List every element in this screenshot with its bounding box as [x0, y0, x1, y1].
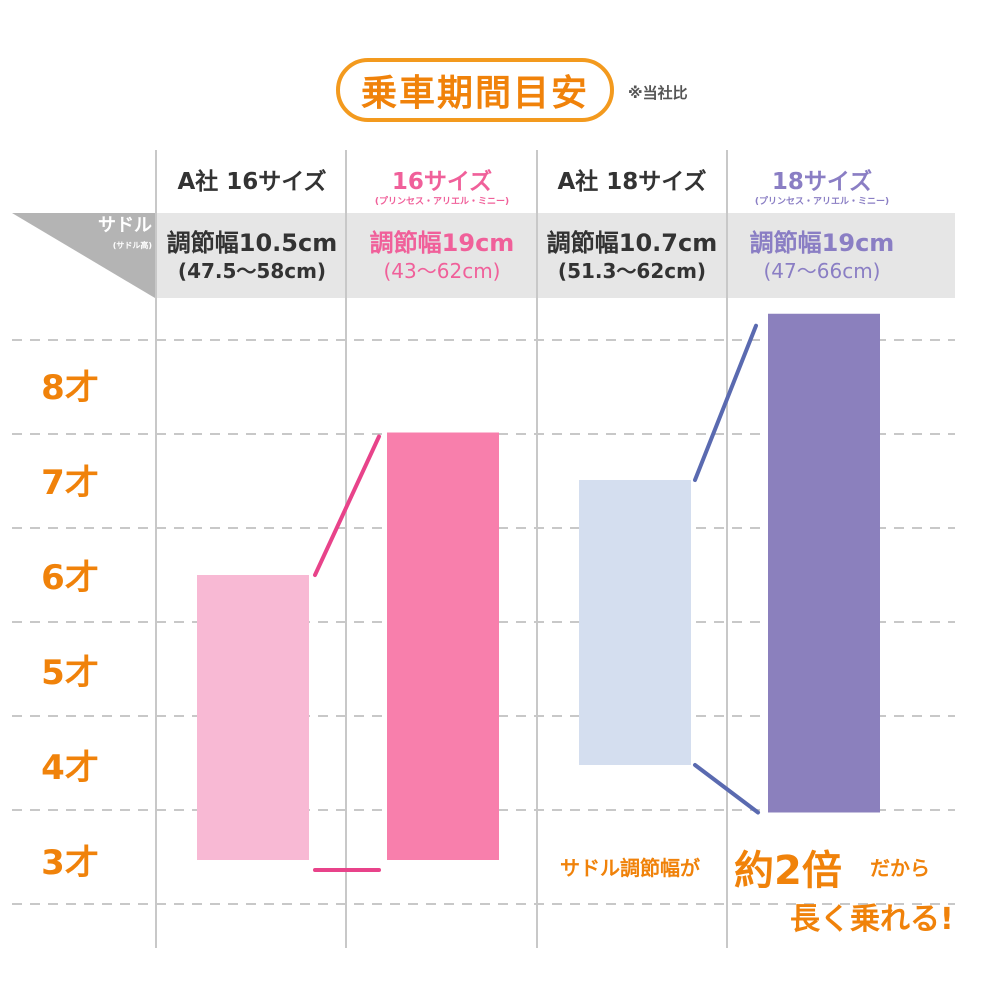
connector-top-16 — [313, 434, 381, 577]
saddle-range: (47〜66cm) — [763, 259, 881, 283]
column-header-3: 18サイズ (プリンセス・アリエル・ミニー) — [728, 168, 916, 208]
column-sub: (プリンセス・アリエル・ミニー) — [754, 197, 890, 207]
corner-triangle — [12, 213, 155, 298]
adjust-width: 調節幅10.7cm — [546, 229, 718, 257]
column-name: A社 16サイズ — [177, 169, 327, 195]
adjust-info-3: 調節幅19cm (47〜66cm) — [728, 228, 916, 284]
column-sub: (プリンセス・アリエル・ミニー) — [374, 197, 510, 207]
connector-bottom-18 — [693, 763, 760, 815]
adjust-info-0: 調節幅10.5cm (47.5〜58cm) — [158, 228, 346, 284]
tagline-part3: だから — [870, 856, 930, 880]
column-header-1: 16サイズ (プリンセス・アリエル・ミニー) — [348, 168, 536, 208]
column-name: A社 18サイズ — [557, 169, 707, 195]
adjust-width: 調節幅10.5cm — [166, 229, 338, 257]
title-note: ※当社比 — [628, 84, 688, 102]
bar-1 — [387, 432, 499, 860]
chart-title: 乗車期間目安 — [336, 58, 614, 122]
adjust-info-2: 調節幅10.7cm (51.3〜62cm) — [538, 228, 726, 284]
age-tick-label: 6才 — [41, 558, 99, 598]
tagline-line2: 長く乗れる! — [790, 902, 954, 937]
column-header-2: A社 18サイズ — [538, 168, 726, 196]
corner-saddle-label: サドル — [98, 215, 152, 236]
connector-top-18 — [693, 323, 758, 482]
saddle-range: (51.3〜62cm) — [557, 259, 707, 283]
adjust-width: 調節幅19cm — [749, 229, 895, 257]
header-band — [155, 213, 955, 298]
age-tick-label: 5才 — [41, 653, 99, 693]
corner-age-label: 年齢 — [24, 262, 64, 286]
bar-0 — [197, 575, 309, 860]
age-tick-label: 8才 — [41, 368, 99, 408]
tagline-part1: サドル調節幅が — [560, 856, 700, 880]
age-tick-label: 3才 — [41, 843, 99, 883]
column-name: 18サイズ — [771, 169, 873, 195]
bar-2 — [579, 480, 691, 765]
age-tick-label: 4才 — [41, 748, 99, 788]
tagline-emphasis: 約2倍 — [734, 848, 842, 894]
age-tick-label: 7才 — [41, 463, 99, 503]
adjust-width: 調節幅19cm — [369, 229, 515, 257]
saddle-range: (47.5〜58cm) — [177, 259, 327, 283]
saddle-range: (43〜62cm) — [383, 259, 501, 283]
column-header-0: A社 16サイズ — [158, 168, 346, 196]
column-name: 16サイズ — [391, 169, 493, 195]
corner-saddle-sub-label: (サドル高) — [112, 241, 152, 250]
adjust-info-1: 調節幅19cm (43〜62cm) — [348, 228, 536, 284]
bar-3 — [768, 313, 880, 813]
